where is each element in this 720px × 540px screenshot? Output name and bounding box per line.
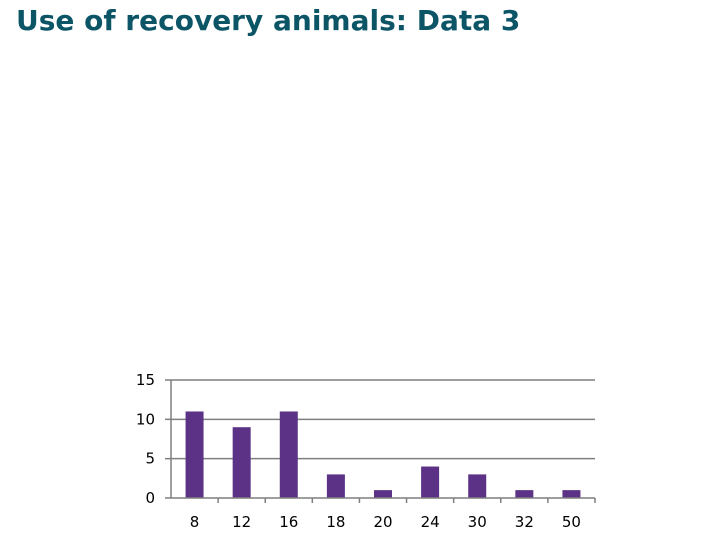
bar-16 <box>279 411 298 498</box>
slide-title: Use of recovery animals: Data 3 <box>16 4 521 37</box>
y-tick-labels: 0 5 10 15 <box>136 371 155 507</box>
bar-50 <box>562 490 581 498</box>
x-tick-label: 16 <box>279 513 298 531</box>
x-tick-label: 32 <box>515 513 534 531</box>
bars <box>185 411 581 498</box>
x-tick-label: 20 <box>373 513 392 531</box>
bar-12 <box>232 427 251 498</box>
bar-18 <box>326 474 345 498</box>
x-tick-label: 18 <box>326 513 345 531</box>
y-tick-label: 10 <box>136 410 155 428</box>
x-tick-label: 30 <box>468 513 487 531</box>
x-tick-label: 8 <box>190 513 200 531</box>
x-tick-label: 12 <box>232 513 251 531</box>
x-tick-label: 50 <box>562 513 581 531</box>
y-tick-label: 5 <box>145 450 155 468</box>
bar-30 <box>468 474 487 498</box>
axes <box>165 379 596 503</box>
y-tick-label: 0 <box>145 489 155 507</box>
y-tick-label: 15 <box>136 371 155 389</box>
bar-20 <box>374 490 392 498</box>
bar-32 <box>515 490 534 498</box>
x-tick-label: 24 <box>421 513 440 531</box>
x-tick-labels: 8 12 16 18 20 24 30 32 50 <box>190 513 581 531</box>
bar-8 <box>185 411 204 498</box>
bar-24 <box>421 466 440 498</box>
